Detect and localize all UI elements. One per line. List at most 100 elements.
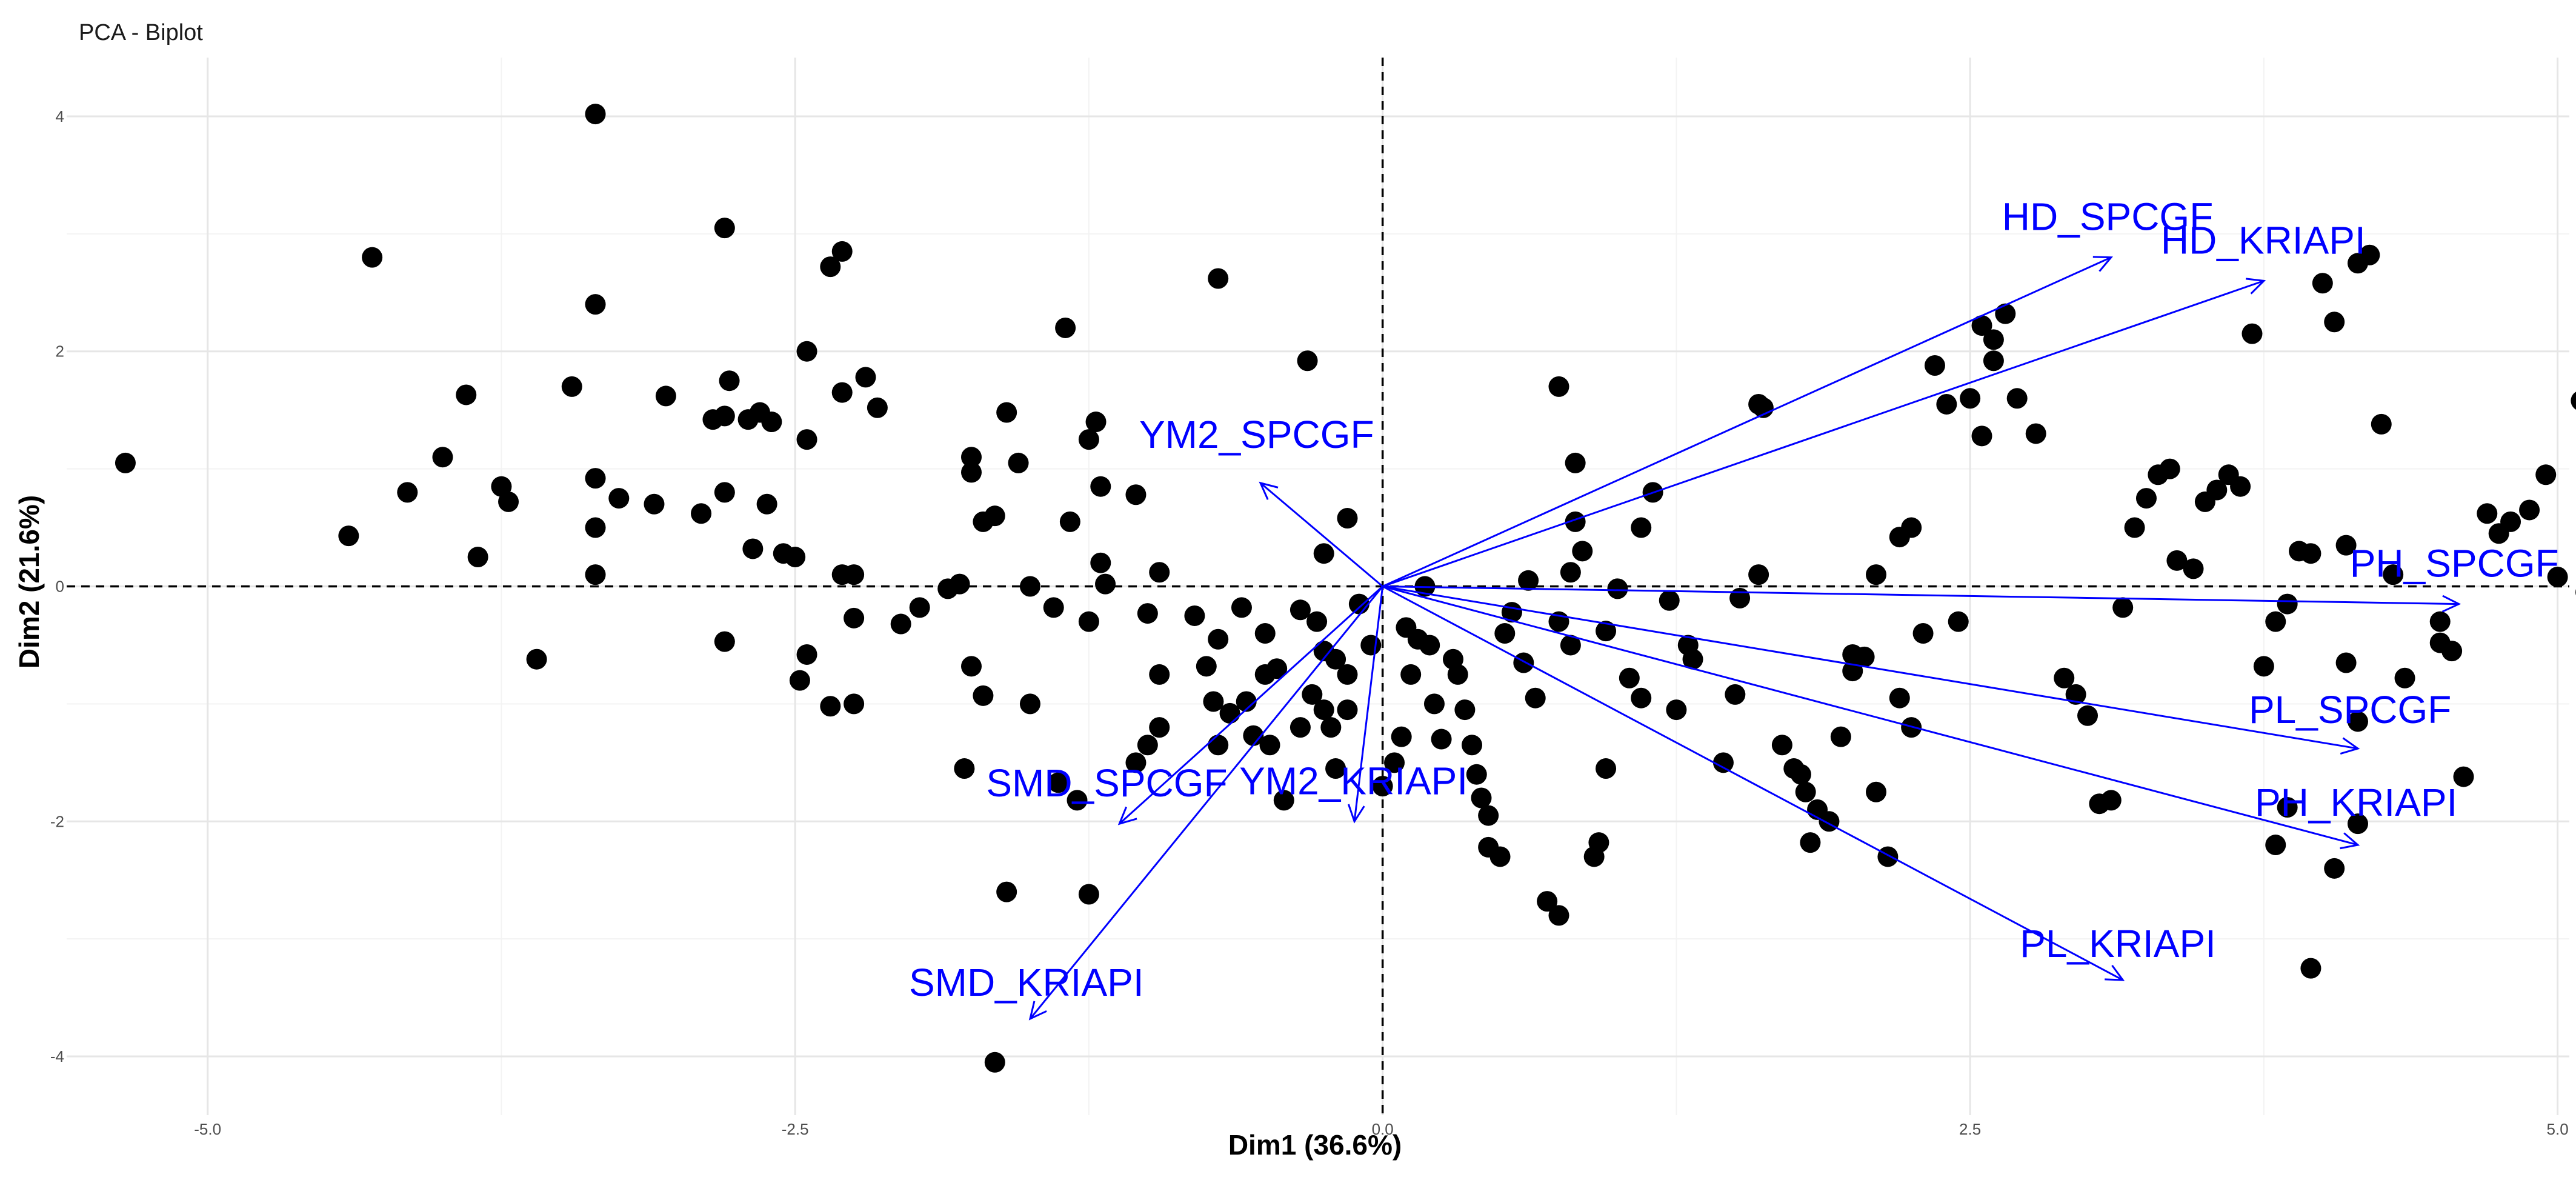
arrow-head (1259, 481, 1279, 500)
data-point (397, 482, 418, 503)
data-point (1297, 350, 1318, 372)
data-point (1306, 611, 1328, 632)
data-point (2025, 423, 2046, 444)
x-axis-title: Dim1 (36.6%) (1228, 1129, 1402, 1161)
data-point (1560, 635, 1581, 656)
data-point (655, 385, 676, 407)
data-point (1995, 303, 2016, 324)
arrow-line (1029, 585, 1383, 1019)
data-point (1372, 776, 1393, 797)
arrow-label: YM2_KRIAPI (1239, 759, 1468, 802)
data-point (2429, 611, 2451, 632)
data-point (1971, 315, 1992, 336)
data-point (719, 370, 740, 392)
data-point (1203, 691, 1224, 712)
data-point (1149, 562, 1170, 583)
data-point (831, 241, 853, 262)
data-point (1659, 590, 1680, 611)
data-point (1631, 517, 1652, 538)
y-tick-label: -2 (50, 812, 64, 830)
arrow-pl_kriapi: PL_KRIAPI (1382, 585, 2216, 981)
data-point (1137, 735, 1158, 756)
data-point (2065, 684, 2086, 705)
data-point (1447, 664, 1468, 685)
data-point (2453, 766, 2474, 787)
data-point (2253, 656, 2274, 677)
data-point (1078, 429, 1099, 450)
data-point (1019, 576, 1040, 597)
arrow-ph_spcgf: PH_SPCGF (1382, 542, 2559, 613)
data-point (1866, 781, 1887, 802)
chart-title: PCA - Biplot (79, 20, 203, 45)
data-point (2100, 790, 2122, 811)
data-point (456, 384, 477, 405)
data-point (1419, 635, 1440, 656)
data-point (2500, 511, 2521, 532)
data-point (1866, 564, 1887, 585)
data-point (1254, 664, 1276, 685)
data-point (954, 758, 975, 779)
data-point (1666, 699, 1687, 721)
x-tick-label: -5.0 (194, 1120, 221, 1138)
data-point (961, 447, 982, 468)
data-point (1771, 735, 1792, 756)
arrow-head (2340, 832, 2360, 850)
data-point (1971, 425, 1992, 447)
data-point (1360, 635, 1382, 656)
data-point (1078, 884, 1099, 905)
data-point (1337, 664, 1358, 685)
data-point (1095, 573, 1116, 595)
arrow-line (1382, 585, 2123, 981)
data-point (973, 685, 994, 706)
data-point (1313, 641, 1334, 662)
data-point (585, 517, 606, 538)
data-point (1795, 781, 1816, 802)
arrow-label: PL_KRIAPI (2020, 922, 2216, 965)
data-point (1048, 772, 1069, 793)
data-point (2265, 835, 2286, 856)
data-point (1302, 684, 1323, 705)
data-point (961, 656, 982, 677)
data-point (1983, 329, 2004, 350)
data-point (2371, 413, 2392, 435)
data-point (1748, 564, 1769, 585)
arrow-line (1353, 586, 1384, 822)
data-point (1254, 623, 1276, 644)
arrow-pl_spcgf: PL_SPCGF (1382, 585, 2451, 755)
data-point (1565, 452, 1586, 473)
data-point (867, 397, 888, 418)
data-point (1748, 393, 1769, 415)
data-point (844, 564, 865, 585)
data-point (1337, 508, 1358, 529)
data-point (1384, 752, 1405, 773)
data-point (1348, 593, 1370, 615)
data-point (949, 573, 970, 595)
data-point (1471, 787, 1492, 809)
data-point (2277, 593, 2298, 615)
data-point (1055, 317, 1076, 338)
data-point (996, 881, 1017, 902)
data-point (1489, 846, 1511, 867)
data-point (1462, 735, 1483, 756)
data-point (644, 493, 665, 515)
data-point (1454, 699, 1476, 721)
y-tick-label: 4 (56, 107, 64, 125)
data-point (526, 649, 547, 670)
data-point (1983, 350, 2004, 372)
data-point (1631, 687, 1652, 709)
data-point (2277, 797, 2298, 818)
data-point (1273, 790, 1294, 811)
data-point (1090, 552, 1111, 573)
arrow-ym2_spcgf: YM2_SPCGF (1139, 413, 1383, 587)
data-point (996, 402, 1017, 423)
data-point (844, 693, 865, 715)
data-point (1712, 752, 1734, 773)
x-tick-label: 2.5 (1959, 1120, 1981, 1138)
data-point (1525, 687, 1546, 709)
data-point (1208, 735, 1229, 756)
arrow-head (2441, 595, 2461, 613)
data-point (796, 341, 817, 362)
data-point (2394, 667, 2415, 689)
data-point (1560, 562, 1581, 583)
data-point (2347, 813, 2368, 835)
